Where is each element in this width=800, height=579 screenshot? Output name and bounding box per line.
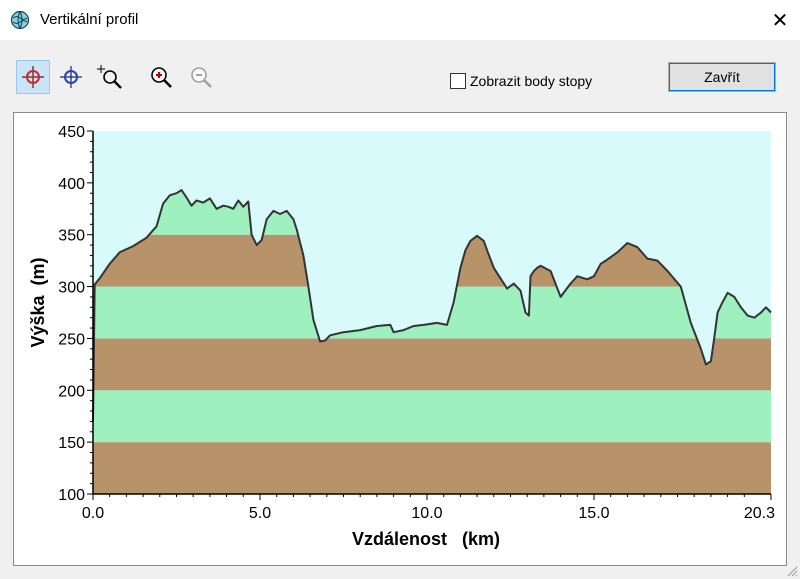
y-tick-label: 250 — [58, 331, 85, 348]
zoom-region-icon — [97, 65, 122, 89]
zoom-in-icon — [151, 67, 172, 88]
y-tick-label: 350 — [58, 228, 85, 245]
y-tick-label: 200 — [58, 383, 85, 400]
window-title: Vertikální profil — [40, 11, 139, 28]
x-tick-label: 20.3 — [744, 505, 775, 522]
x-axis-title: Vzdálenost (km) — [352, 529, 500, 549]
show-points-toggle[interactable]: Zobrazit body stopy — [450, 72, 592, 90]
y-axis-title: Výška (m) — [28, 257, 48, 347]
globe-icon — [10, 10, 30, 30]
close-button[interactable]: Zavřít — [668, 62, 776, 92]
x-tick-label: 15.0 — [578, 505, 609, 522]
zoom-in-tool-button[interactable] — [144, 60, 178, 94]
elevation-chart-panel: 100 150 200 250 300 350 400 450 0.0 5.0 10.0 15.0 20… — [13, 112, 787, 566]
elevation-profile-chart: 100 150 200 250 300 350 400 450 0.0 5.0 10.0 15.0 20… — [28, 124, 775, 549]
crosshair-red-icon — [22, 66, 44, 88]
crosshair-blue-icon — [60, 66, 82, 88]
show-points-label: Zobrazit body stopy — [470, 73, 593, 89]
show-points-checkbox[interactable] — [450, 73, 466, 89]
crosshair-blue-tool-button[interactable] — [54, 60, 88, 94]
close-icon: ✕ — [771, 9, 789, 32]
toolbar: Zobrazit body stopy Zavřít — [0, 40, 800, 110]
crosshair-red-tool-button[interactable] — [16, 60, 50, 94]
zoom-out-icon — [191, 67, 212, 88]
resize-grip-icon[interactable] — [786, 565, 798, 577]
elevation-band — [93, 442, 771, 494]
elevation-profile-line — [92, 189, 772, 422]
elevation-band — [93, 338, 771, 391]
y-tick-label: 150 — [58, 435, 85, 452]
x-tick-label: 10.0 — [411, 505, 442, 522]
x-tick-label: 0.0 — [82, 505, 104, 522]
y-tick-label: 450 — [58, 124, 85, 141]
zoom-region-tool-button[interactable] — [93, 60, 127, 94]
y-tick-label: 300 — [58, 280, 85, 297]
title-bar: Vertikální profil ✕ — [0, 0, 800, 40]
y-tick-label: 400 — [58, 176, 85, 193]
x-tick-label: 5.0 — [249, 505, 271, 522]
window-close-button[interactable]: ✕ — [760, 0, 800, 40]
elevation-band — [93, 390, 771, 443]
zoom-out-tool-button[interactable] — [184, 60, 218, 94]
y-tick-label: 100 — [58, 487, 85, 504]
